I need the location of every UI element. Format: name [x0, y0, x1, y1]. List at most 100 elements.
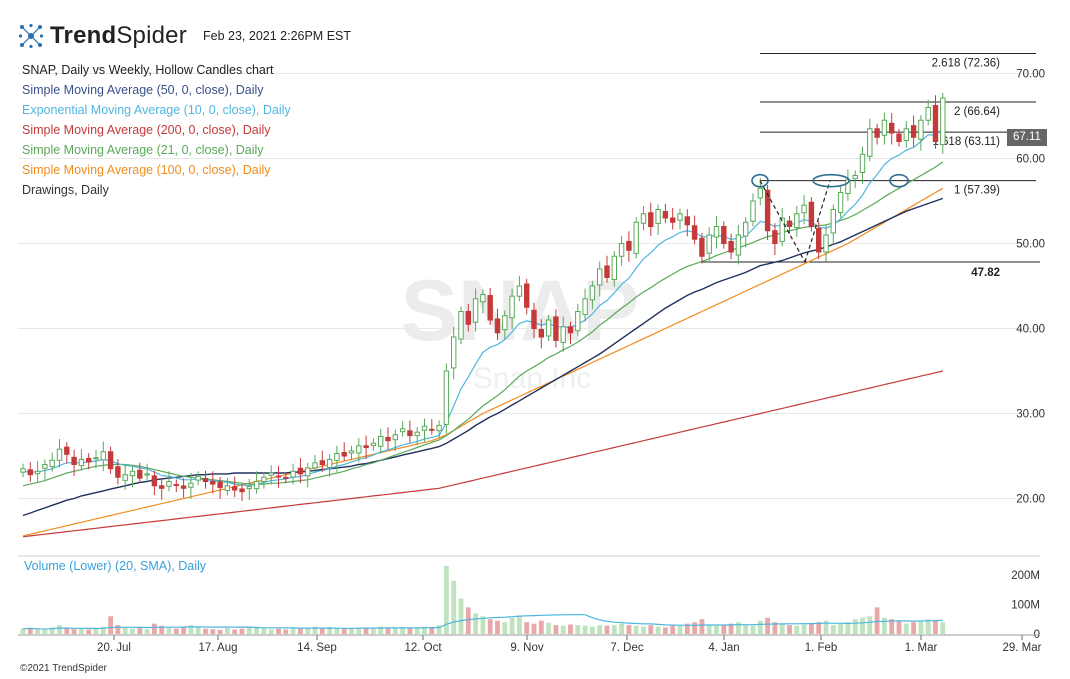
volume-bar: [641, 626, 646, 634]
legend-item[interactable]: Simple Moving Average (21, 0, close), Da…: [22, 143, 264, 157]
candle: [794, 206, 800, 237]
volume-bar: [71, 629, 77, 634]
support-label: 47.82: [971, 267, 1000, 279]
volume-bar: [392, 627, 398, 634]
candle-body: [253, 481, 260, 490]
candle-body: [867, 128, 873, 157]
candle-body: [224, 485, 231, 492]
candle-body: [918, 119, 924, 140]
volume-bar: [86, 629, 92, 634]
legend-item[interactable]: Simple Moving Average (50, 0, close), Da…: [22, 83, 264, 97]
candle-body: [808, 201, 815, 228]
candle: [881, 112, 888, 145]
candle-body: [246, 486, 253, 490]
candle-body: [107, 451, 114, 470]
candle: [180, 478, 187, 498]
candle-body: [370, 442, 377, 446]
candle: [370, 438, 377, 451]
legend-item[interactable]: Simple Moving Average (200, 0, close), D…: [22, 123, 271, 137]
volume-bar: [714, 625, 719, 634]
candle: [859, 146, 866, 184]
candle-body: [757, 187, 763, 199]
sma100-line: [22, 187, 944, 537]
candle: [319, 450, 326, 472]
candle-body: [626, 240, 632, 251]
candle-body: [618, 243, 625, 257]
candle: [253, 471, 260, 494]
candle: [567, 321, 574, 345]
candle-body: [151, 475, 158, 487]
volume-bar: [633, 625, 639, 634]
candle-body: [356, 445, 362, 454]
candle-body: [531, 309, 537, 329]
volume-bar: [736, 622, 741, 634]
candle: [348, 445, 355, 461]
candle: [852, 170, 858, 189]
candle-body: [545, 319, 552, 337]
candle: [611, 251, 617, 287]
candle: [524, 278, 530, 315]
candle-body: [538, 329, 544, 338]
spider-logo-icon: [18, 23, 44, 49]
candle-body: [830, 209, 836, 234]
candle: [494, 308, 501, 340]
legend-item[interactable]: Exponential Moving Average (10, 0, close…: [22, 103, 291, 117]
candle: [531, 302, 537, 338]
candle-body: [436, 424, 442, 432]
candle-body: [407, 430, 413, 437]
candle: [575, 303, 581, 336]
sma200-line: [22, 370, 943, 538]
volume-bar: [115, 625, 121, 634]
volume-bar: [845, 622, 851, 634]
candle-body: [750, 200, 756, 222]
candle: [618, 235, 625, 266]
brand-bold: Trend: [50, 22, 117, 49]
volume-bar: [49, 627, 55, 634]
fib-label: 1 (57.39): [954, 185, 1000, 197]
legend-item[interactable]: SNAP, Daily vs Weekly, Hollow Candles ch…: [22, 63, 274, 77]
candle: [392, 429, 399, 452]
volume-bar: [203, 628, 208, 634]
trendspider-logo: TrendSpider: [18, 22, 187, 50]
candle: [42, 459, 48, 480]
candle-body: [100, 451, 106, 461]
candle: [341, 442, 347, 462]
candle-body: [633, 221, 639, 254]
candle: [246, 478, 253, 501]
candle-body: [414, 431, 420, 437]
candle-body: [932, 104, 939, 142]
candle: [64, 442, 70, 464]
volume-bar: [538, 620, 544, 634]
volume-bar: [444, 565, 449, 634]
candle: [728, 233, 734, 260]
candle: [268, 465, 274, 485]
y-tick-label: 30.00: [1016, 409, 1045, 421]
candle: [166, 471, 172, 492]
volume-bar: [721, 624, 727, 634]
y-tick-label: 40.00: [1016, 324, 1045, 336]
candle: [34, 461, 41, 484]
x-tick-label: 9. Nov: [510, 642, 543, 654]
candle: [210, 471, 216, 494]
volume-bar: [254, 626, 259, 634]
brand-name: TrendSpider: [50, 22, 187, 50]
candle-body: [640, 213, 647, 224]
candle-body: [458, 311, 464, 340]
fibonacci-extension: 2.618 (72.36) 2 (66.64) 1.618 (63.11) 1 (57…: [700, 52, 1040, 279]
volume-bar: [122, 627, 128, 634]
candle: [502, 310, 508, 340]
candle-body: [305, 467, 311, 477]
candle: [918, 115, 924, 151]
candle-body: [852, 175, 858, 180]
legend-item[interactable]: Simple Moving Average (100, 0, close), D…: [22, 163, 271, 177]
x-tick-label: 12. Oct: [404, 642, 442, 654]
candle-body: [670, 217, 676, 223]
candle: [363, 435, 369, 459]
fib-label: 2 (66.64): [954, 106, 1000, 118]
candle: [414, 427, 420, 445]
candle: [582, 288, 588, 322]
candle: [633, 217, 639, 259]
candle-body: [341, 451, 347, 457]
legend-item[interactable]: Drawings, Daily: [22, 183, 109, 197]
